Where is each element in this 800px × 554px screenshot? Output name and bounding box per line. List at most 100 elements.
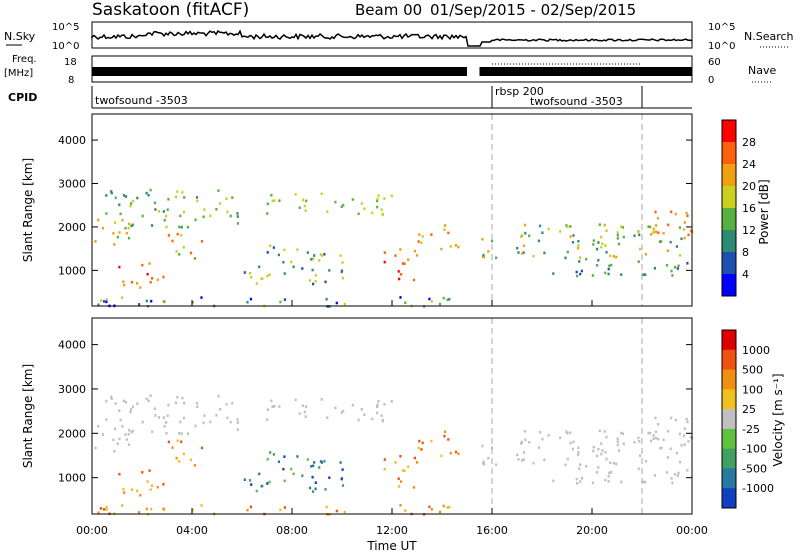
power-cell-70 [114, 196, 117, 200]
power-cell-188 [683, 236, 686, 240]
power-cell-112 [383, 197, 386, 200]
velocity-cell-168 [647, 431, 650, 435]
power-cell-176 [644, 253, 647, 256]
velocity-cell-140 [443, 434, 446, 438]
power-cell-92 [278, 199, 281, 202]
velocity-cell-31 [110, 397, 113, 400]
velocity-cell-46 [236, 428, 239, 431]
power-cell-334 [266, 274, 269, 278]
power-cell-91 [390, 194, 393, 198]
velocity-cell-146 [440, 454, 443, 458]
velocity-cell-124 [415, 461, 419, 464]
velocity-cell-132 [397, 477, 400, 480]
power-cell-336 [306, 251, 309, 254]
power-cell-109 [304, 209, 307, 212]
velocity-cell-216 [592, 445, 595, 449]
x-tick-label-0: 00:00 [76, 524, 108, 537]
power-cell-294 [428, 297, 431, 301]
power-cell-27 [194, 218, 197, 222]
power-cell-262 [685, 211, 688, 215]
power-cell-73 [130, 202, 133, 205]
velocity-cell-292 [150, 507, 153, 511]
power-cell-75 [147, 193, 150, 197]
power-cell-19 [118, 265, 121, 269]
power-cell-255 [654, 230, 658, 233]
velocity-cell-27 [194, 424, 197, 428]
power-cell-130 [383, 260, 386, 264]
power-cell-175 [543, 251, 546, 255]
power-cell-135 [430, 233, 433, 236]
velocity-cell-0 [113, 449, 116, 453]
velocity-cell-30 [162, 416, 165, 419]
velocity-cell-108 [266, 408, 269, 411]
power-cell-252 [674, 212, 677, 216]
power-cell-168 [647, 225, 650, 228]
velocity-cell-234 [579, 480, 582, 483]
velocity-cell-92 [278, 405, 281, 408]
velocity-x-axis: 00:00 04:00 08:00 12:00 16:00 20:00 00:00 [76, 508, 708, 537]
velocity-ytick-label-1: 2000 [58, 427, 86, 440]
power-cell-201 [679, 254, 682, 257]
power-cell-305 [255, 282, 258, 285]
power-cell-18 [136, 282, 139, 285]
power-cell-37 [166, 208, 169, 211]
velocity-cell-36 [153, 407, 156, 410]
velocity-cell-70 [114, 402, 117, 405]
velocity-cell-172 [638, 440, 641, 443]
power-cell-108 [266, 202, 269, 206]
freq-band-1 [92, 67, 467, 76]
velocity-cell-285 [283, 506, 286, 509]
velocity-cell-58 [165, 432, 168, 435]
velocity-cell-324 [328, 476, 331, 479]
velocity-cell-299 [246, 508, 249, 512]
power-cell-267 [430, 300, 433, 303]
velocity-cell-104 [273, 405, 276, 408]
velocity-cell-286 [325, 505, 328, 509]
velocity-cell-178 [564, 463, 567, 467]
power-cell-230 [607, 272, 610, 276]
power-colorbar-step-5 [722, 230, 736, 253]
power-colorbar-tick-4: 12 [742, 224, 756, 237]
power-cell-30 [162, 210, 165, 213]
velocity-cell-290 [404, 509, 407, 512]
velocity-cell-336 [306, 458, 309, 461]
power-cell-132 [397, 270, 400, 273]
velocity-cell-174 [569, 431, 572, 434]
power-cell-82 [200, 240, 204, 243]
power-cell-193 [600, 235, 603, 239]
power-cell-164 [604, 244, 607, 247]
velocity-cell-35 [236, 421, 239, 424]
velocity-cell-100 [340, 411, 343, 414]
velocity-colorbar-step-8 [722, 488, 736, 509]
velocity-cell-12 [124, 433, 127, 436]
power-cell-125 [413, 249, 416, 253]
velocity-cell-248 [653, 474, 656, 477]
power-cell-123 [403, 262, 406, 265]
power-cell-55 [196, 199, 199, 203]
power-cell-71 [165, 215, 168, 218]
velocity-cell-334 [266, 482, 269, 485]
power-cell-197 [566, 250, 569, 254]
power-cell-309 [269, 244, 272, 248]
velocity-cell-231 [677, 471, 680, 475]
velocity-cell-34 [231, 402, 234, 405]
freq-panel: Freq. [MHz] 18 8 60 0 Nave [4, 54, 776, 86]
power-cell-166 [522, 251, 525, 254]
power-cell-66 [186, 225, 189, 229]
velocity-cell-48 [122, 399, 126, 403]
velocity-cell-255 [654, 436, 658, 440]
power-cell-133 [399, 273, 403, 276]
velocity-cell-315 [282, 467, 285, 471]
power-cell-233 [610, 263, 613, 267]
power-cell-286 [325, 297, 328, 301]
power-cell-231 [677, 264, 680, 268]
velocity-panel-frame [91, 317, 693, 515]
power-cell-272 [99, 299, 102, 302]
velocity-cell-316 [283, 479, 286, 483]
velocity-cell-155 [495, 463, 498, 467]
velocity-cell-205 [520, 442, 523, 445]
velocity-cell-222 [600, 452, 603, 456]
velocity-cell-338 [277, 460, 280, 464]
freq-unit: [MHz] [4, 68, 33, 79]
